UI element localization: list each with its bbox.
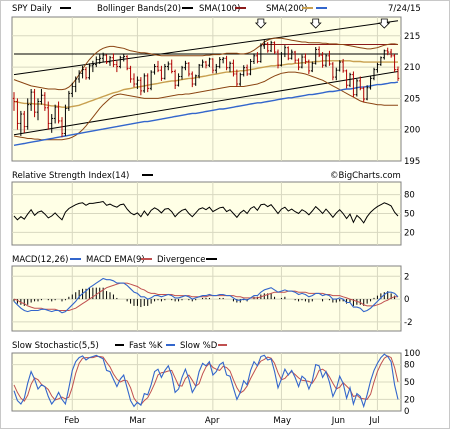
x-axis-month-labels: Feb Mar Apr May Jun Jul — [64, 416, 379, 426]
price-candles — [12, 40, 400, 138]
top-marker-arrow-icon-2 — [378, 18, 391, 29]
x-month-label-may: May — [273, 416, 291, 426]
divergence-legend-label: Divergence — [157, 255, 205, 265]
watermark: ©BigCharts.com — [330, 171, 401, 181]
rsi-y-tick-label: 20 — [404, 228, 415, 238]
price-top-markers — [254, 18, 391, 29]
price-plot-area — [11, 16, 402, 162]
rsi-y-axis: 20 50 80 — [404, 191, 415, 239]
stoch-y-tick-label: 20 — [404, 395, 415, 405]
macd-legend-label: MACD(12,26) — [12, 255, 68, 265]
price-y-tick-label: 210 — [404, 63, 420, 73]
macd-ema-legend-label: MACD EMA(9) — [86, 255, 145, 265]
stoch-panel: Slow Stochastic(5,5) Fast %K Slow %D 0 20… — [11, 341, 420, 417]
stoch-y-tick-label: 0 — [404, 407, 409, 417]
legend-sma100-label: SMA(100) — [199, 4, 240, 14]
macd-y-tick-label: 0 — [404, 295, 409, 305]
sma200-line — [13, 81, 399, 146]
macd-y-tick-label: -2 — [404, 318, 412, 328]
rsi-y-tick-label: 50 — [404, 210, 415, 220]
price-date-label: 7/24/15 — [388, 4, 421, 14]
rsi-y-tick-label: 80 — [404, 191, 415, 201]
fast-k-legend-label: Fast %K — [129, 341, 163, 351]
price-y-tick-label: 195 — [404, 157, 420, 167]
trendline-0 — [13, 20, 399, 76]
top-marker-arrow-icon-0 — [254, 18, 267, 29]
slow-d-line — [13, 355, 399, 406]
stoch-grid — [12, 353, 401, 411]
x-month-label-mar: Mar — [129, 416, 146, 426]
stoch-y-tick-label: 50 — [404, 378, 415, 388]
x-month-label-jun: Jun — [331, 416, 345, 426]
macd-line — [13, 277, 399, 314]
legend-bollinger-label: Bollinger Bands(20) — [97, 4, 181, 14]
legend-spy-daily-label: SPY Daily — [12, 4, 52, 14]
price-overlays — [13, 37, 399, 146]
rsi-legend-label: Relative Strength Index(14) — [12, 171, 129, 181]
stoch-lines — [13, 353, 399, 409]
price-y-tick-label: 205 — [404, 94, 420, 104]
rsi-lines — [13, 200, 399, 224]
macd-legend: MACD(12,26) MACD EMA(9) Divergence — [12, 255, 217, 265]
stoch-y-tick-label: 80 — [404, 361, 415, 371]
rsi-line — [13, 200, 399, 224]
x-month-label-apr: Apr — [205, 416, 220, 426]
stoch-legend: Slow Stochastic(5,5) Fast %K Slow %D — [12, 341, 227, 351]
x-month-label-jul: Jul — [368, 416, 379, 426]
price-trendlines — [13, 20, 399, 136]
top-marker-arrow-icon-1 — [309, 18, 322, 29]
x-month-label-feb: Feb — [64, 416, 79, 426]
sma100-line — [13, 60, 398, 108]
stoch-legend-label: Slow Stochastic(5,5) — [12, 341, 99, 351]
slow-d-legend-label: Slow %D — [180, 341, 218, 351]
macd-y-tick-label: 2 — [404, 272, 409, 282]
price-panel: SPY Daily Bollinger Bands(20) SMA(100) S… — [11, 4, 421, 167]
macd-lines — [13, 277, 399, 314]
stoch-y-axis: 0 20 50 80 100 — [404, 349, 420, 417]
trendline-1 — [13, 70, 399, 136]
price-y-tick-label: 215 — [404, 32, 420, 42]
macd-panel: MACD(12,26) MACD EMA(9) Divergence -2 0 2 — [11, 255, 412, 332]
price-y-axis: 195 200 205 210 215 — [404, 32, 420, 167]
price-legend: SPY Daily Bollinger Bands(20) SMA(100) S… — [12, 4, 327, 14]
rsi-panel: Relative Strength Index(14) ©BigCharts.c… — [11, 171, 415, 246]
price-y-tick-label: 200 — [404, 126, 420, 136]
macd-y-axis: -2 0 2 — [404, 272, 412, 328]
macd-ema-line — [13, 282, 398, 311]
stoch-y-tick-label: 100 — [404, 349, 420, 359]
bollinger-upper-line — [13, 37, 399, 91]
legend-sma200-label: SMA(200) — [266, 4, 307, 14]
fast-k-line — [13, 353, 399, 409]
